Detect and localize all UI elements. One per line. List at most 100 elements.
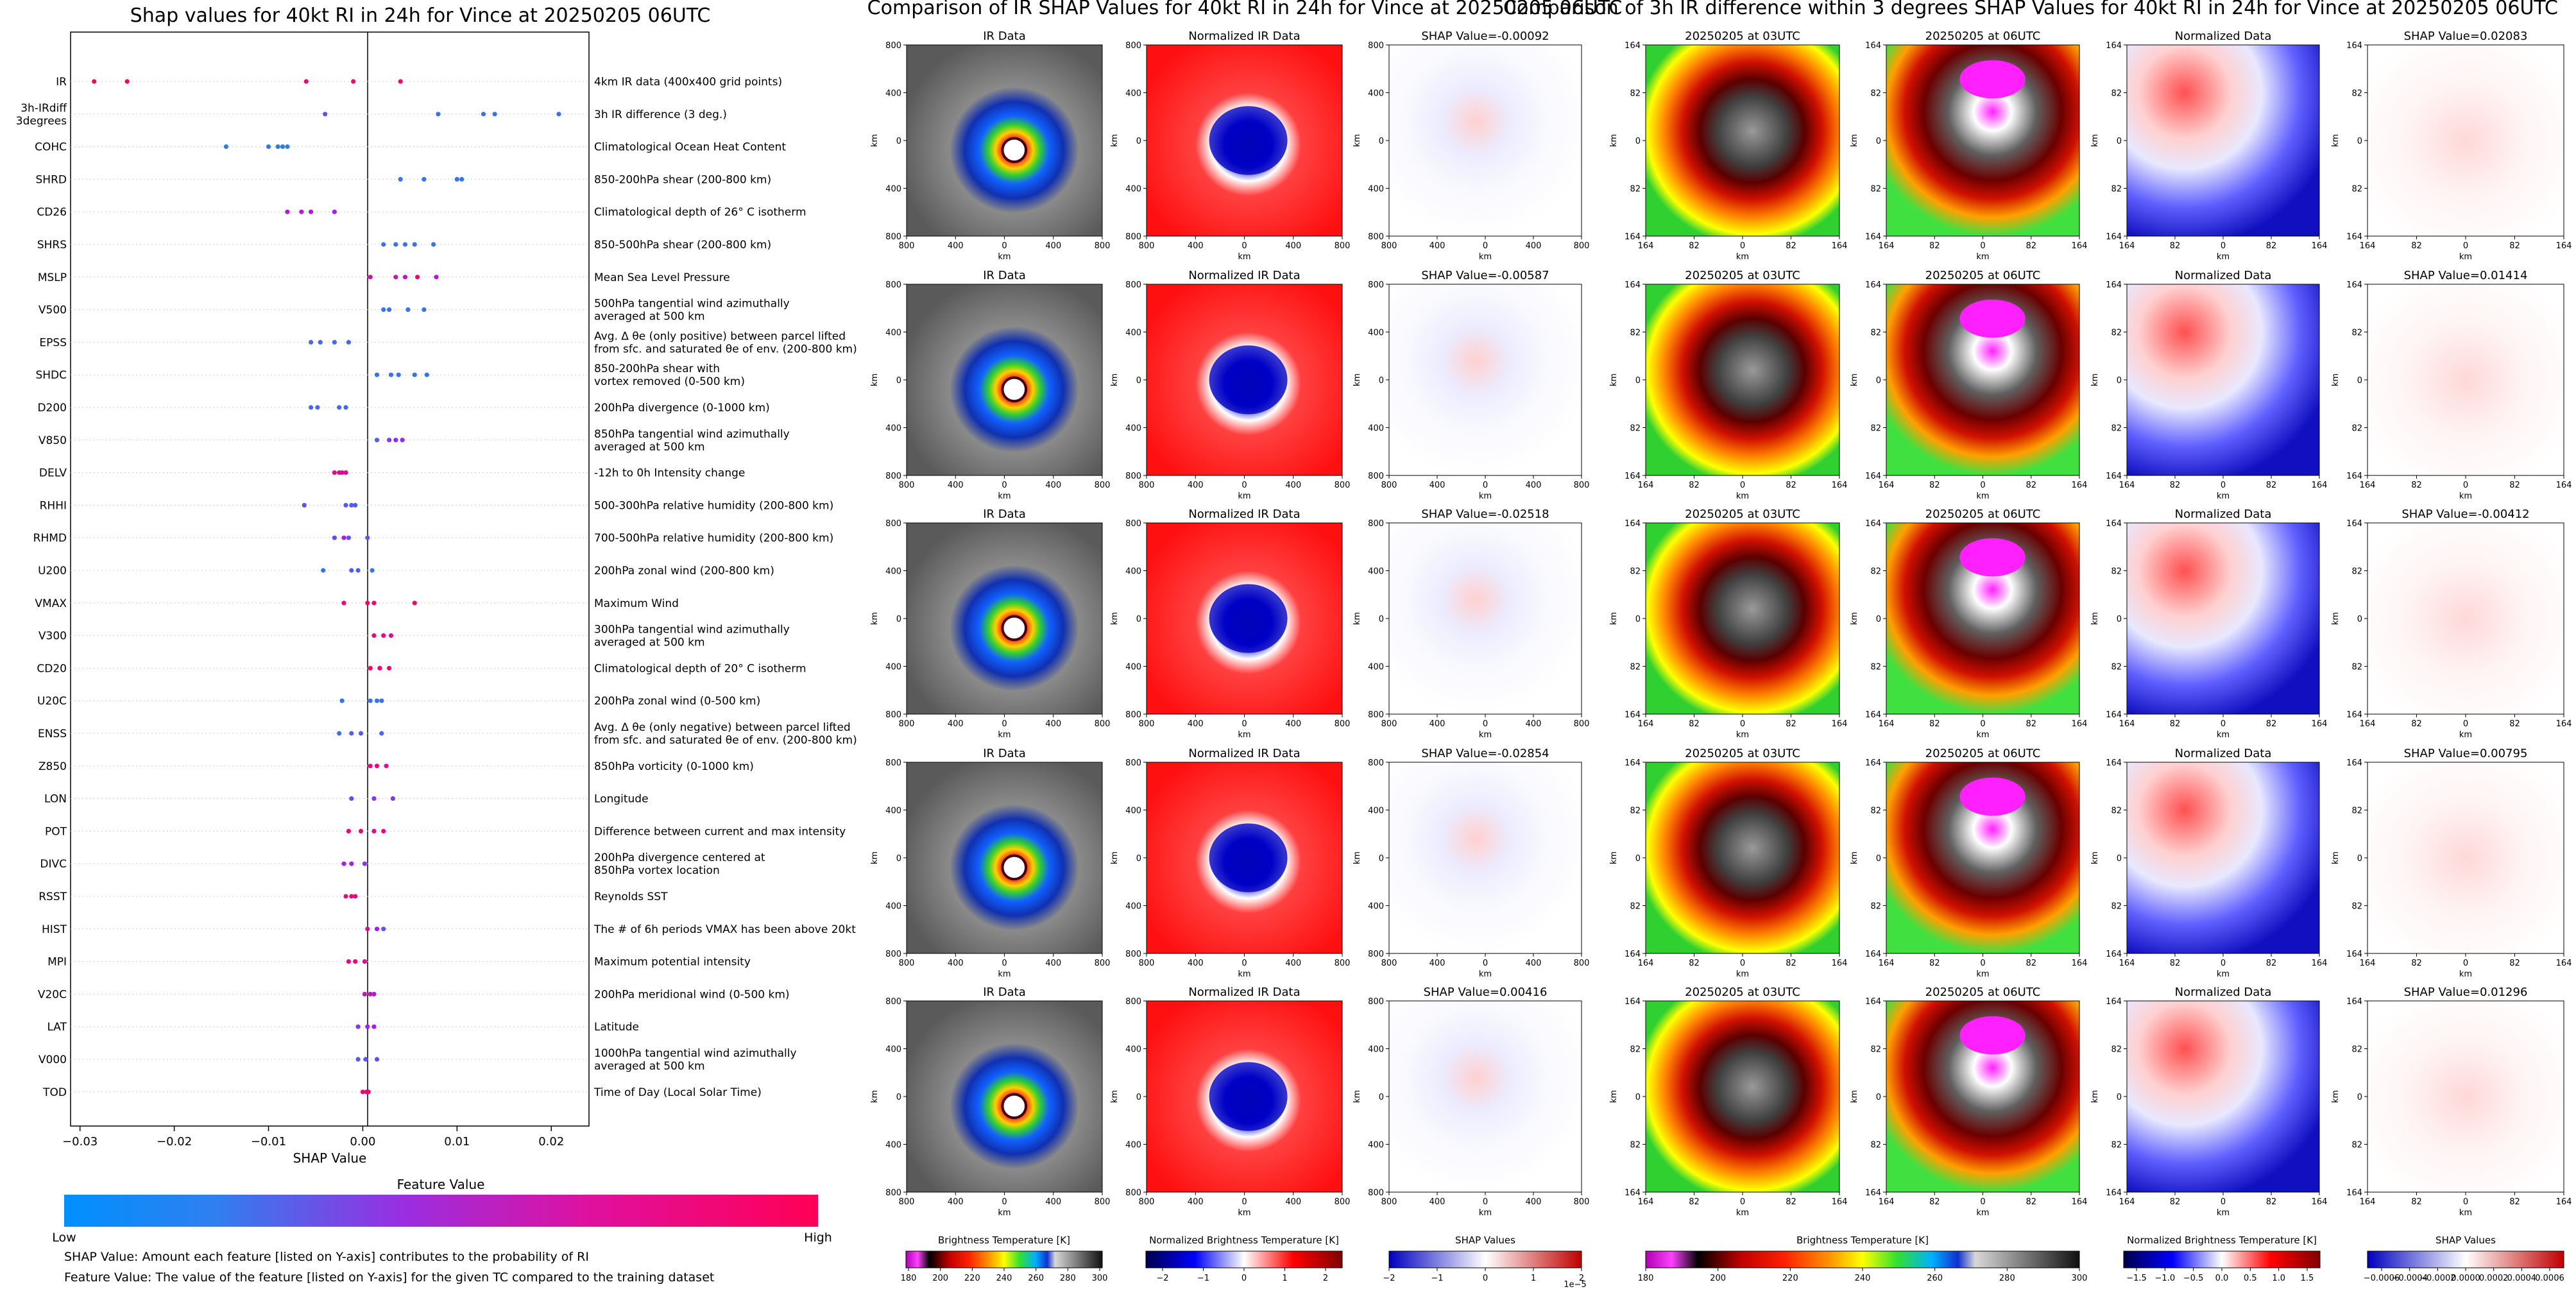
- panel-image: [1388, 1000, 1582, 1193]
- feature-description: Longitude: [594, 793, 649, 806]
- panel-y-tick-label: 164: [2346, 950, 2362, 959]
- panel-y-tick-label: 164: [2106, 232, 2122, 242]
- colorbar-tick-label: −1.0: [2155, 1274, 2176, 1283]
- panel-y-label: km: [1609, 851, 1619, 864]
- image-panel: 20250205 at 06UTC1641648282008282164164k…: [1850, 508, 2087, 740]
- panel-x-tick-label: 82: [2026, 1197, 2036, 1207]
- panel-y-tick-label: 400: [1125, 89, 1141, 99]
- panel-y-tick-label: 82: [2351, 1141, 2362, 1150]
- colorbar-tick-label: 300: [2072, 1274, 2088, 1283]
- irdiff-shap-colorbar: [2367, 1251, 2564, 1268]
- shap-point: [412, 372, 417, 377]
- panel-x-tick-label: 800: [1095, 481, 1111, 490]
- panel-y-tick-label: 800: [885, 997, 901, 1007]
- x-tick-label: 0.01: [444, 1135, 470, 1148]
- image-panel: 20250205 at 03UTC1641648282008282164164k…: [1609, 986, 1847, 1218]
- panel-y-tick-label: 164: [1625, 519, 1641, 529]
- panel-y-tick-label: 82: [1870, 567, 1881, 577]
- panel-x-label: km: [1976, 730, 1989, 740]
- x-tick-label: 0.02: [538, 1135, 564, 1148]
- panel-y-tick-label: 82: [1630, 663, 1641, 672]
- panel-x-label: km: [998, 1208, 1011, 1218]
- panel-y-tick-label: 400: [1125, 1141, 1141, 1150]
- irdiff-shap-colorbar-label: SHAP Values: [2435, 1234, 2496, 1246]
- panel-x-tick-label: 82: [2411, 719, 2422, 729]
- panel-image: [906, 522, 1103, 715]
- irdiff-normalized-colorbar-label: Normalized Brightness Temperature [K]: [2127, 1234, 2317, 1246]
- panel-x-tick-label: 164: [2072, 481, 2088, 490]
- panel-y-tick-label: 164: [2106, 758, 2122, 768]
- panel-y-tick-label: 0: [1379, 137, 1384, 146]
- panel-title: IR Data: [983, 269, 1026, 282]
- panel-x-tick-label: 400: [1188, 959, 1204, 968]
- feature-code: EPSS: [39, 336, 67, 349]
- panel-x-tick-label: 82: [1929, 719, 1940, 729]
- irdiff-brightness-colorbar: [1645, 1251, 2080, 1268]
- shap-point: [285, 209, 290, 214]
- panel-x-label: km: [1479, 491, 1492, 501]
- feature-description: Maximum Wind: [594, 597, 679, 610]
- panel-x-tick-label: 164: [2312, 719, 2328, 729]
- shap-point: [285, 144, 290, 149]
- feature-code: RSST: [38, 891, 67, 903]
- panel-title: Normalized IR Data: [1188, 747, 1300, 760]
- feature-code: TOD: [42, 1086, 67, 1099]
- colorbar-tick-label: 180: [901, 1274, 917, 1283]
- shap-point: [393, 438, 398, 443]
- shap-point: [366, 1089, 371, 1095]
- colorbar-tick-label: 0: [1483, 1274, 1488, 1283]
- feature-code: VMAX: [35, 597, 67, 610]
- panel-y-tick-label: 400: [1125, 902, 1141, 912]
- panel-y-tick-label: 0: [2117, 854, 2122, 864]
- colorbar-tick-label: 0.0000: [2451, 1274, 2480, 1283]
- shap-point: [355, 1057, 361, 1062]
- panel-y-tick-label: 400: [885, 329, 901, 338]
- panel-y-tick-label: 164: [2106, 1188, 2122, 1198]
- shap-point: [388, 372, 394, 377]
- shap-point: [358, 731, 364, 736]
- panel-y-label: km: [2090, 134, 2100, 147]
- panel-x-tick-label: 800: [1381, 719, 1397, 729]
- panel-y-tick-label: 82: [2351, 185, 2362, 194]
- panel-x-tick-label: 800: [1139, 959, 1155, 968]
- panel-x-tick-label: 0: [1980, 719, 1985, 729]
- panel-y-tick-label: 82: [2111, 1045, 2122, 1055]
- panel-image: [2367, 762, 2564, 954]
- panel-x-tick-label: 164: [1879, 719, 1895, 729]
- panel-x-tick-label: 164: [1832, 719, 1848, 729]
- panel-x-tick-label: 400: [948, 241, 964, 251]
- colorbar-tick-label: 240: [1855, 1274, 1871, 1283]
- image-panel: SHAP Value=-0.02518800800400400004004008…: [1352, 508, 1589, 740]
- shap-point: [358, 828, 364, 833]
- shap-point: [343, 894, 348, 899]
- panel-y-tick-label: 0: [1379, 854, 1384, 864]
- panel-y-tick-label: 164: [2346, 232, 2362, 242]
- panel-x-tick-label: 82: [1929, 959, 1940, 968]
- panel-title: Normalized Data: [2175, 30, 2272, 43]
- panel-y-tick-label: 800: [1368, 997, 1384, 1007]
- colorbar-tick-label: 240: [996, 1274, 1012, 1283]
- feature-description: from sfc. and saturated θe of env. (200-…: [594, 343, 857, 355]
- panel-x-label: km: [2459, 252, 2472, 262]
- shap-point: [275, 144, 280, 149]
- shap-point: [332, 470, 337, 475]
- panel-x-label: km: [2459, 730, 2472, 740]
- panel-y-tick-label: 82: [1630, 1045, 1641, 1055]
- panel-x-tick-label: 82: [1929, 241, 1940, 251]
- image-panel: SHAP Value=0.004168008004004000040040080…: [1352, 986, 1589, 1218]
- panel-x-tick-label: 800: [1095, 959, 1111, 968]
- panel-x-tick-label: 164: [2072, 959, 2088, 968]
- panel-x-tick-label: 164: [2556, 959, 2572, 968]
- panel-x-tick-label: 0: [1483, 959, 1488, 968]
- panel-y-tick-label: 164: [1865, 950, 1881, 959]
- shap-point: [309, 405, 314, 410]
- panel-x-tick-label: 82: [2509, 1197, 2520, 1207]
- panel-y-tick-label: 82: [2111, 424, 2122, 434]
- panel-y-tick-label: 164: [1865, 472, 1881, 481]
- shap-point: [436, 112, 441, 117]
- panel-x-tick-label: 164: [2312, 1197, 2328, 1207]
- panel-y-tick-label: 164: [1625, 280, 1641, 290]
- shap-point: [387, 307, 392, 312]
- panel-x-tick-label: 400: [1045, 719, 1061, 729]
